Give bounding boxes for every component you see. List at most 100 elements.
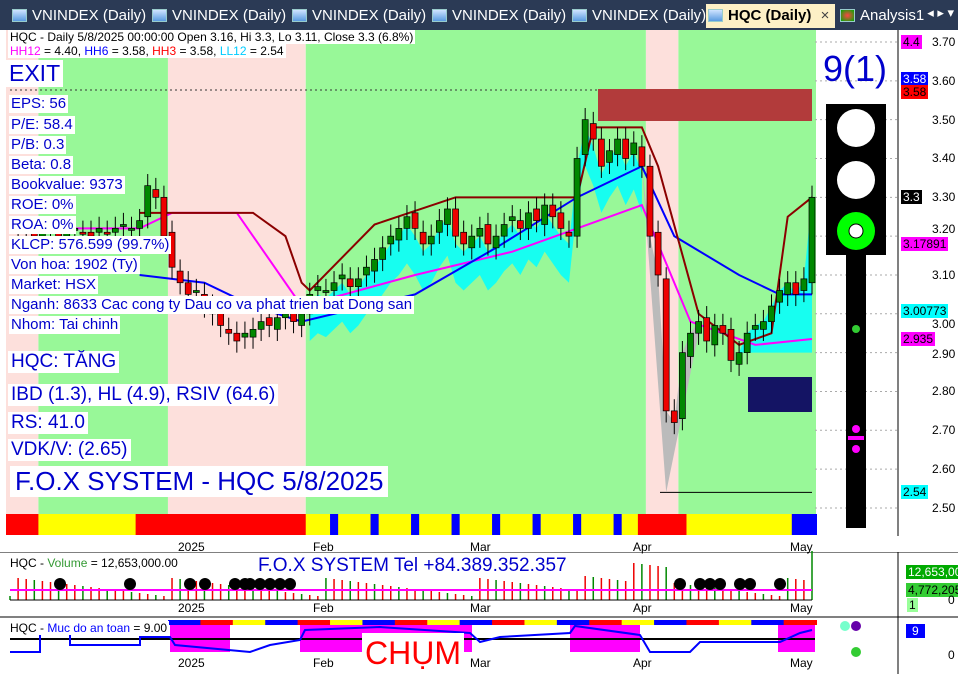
tab-5[interactable]: HQC (Daily) × [706,4,836,28]
candle-up [735,352,743,365]
candle-up [525,212,532,229]
date-label: Apr [633,601,652,615]
candle-up [711,325,719,346]
fundamental-item: P/E: 58.4 [9,116,75,134]
signal-strip-cell [127,514,137,535]
signal-strip-cell [305,514,315,535]
signal-strip-cell [524,514,534,535]
signal-strip-cell [338,514,348,535]
candle-down [646,165,654,237]
safety-strip-cell [573,620,583,625]
candle-up [508,216,516,221]
safety-strip-cell [451,620,461,625]
safety-strip-cell [176,620,186,625]
fundamental-item: Beta: 0.8 [9,156,74,174]
volume-dot [244,578,256,590]
close-tab-icon[interactable]: × [820,7,830,24]
tab-scroll-arrows-icon[interactable]: ◂ ▸ ▾ [927,5,954,20]
candle-up [760,321,767,330]
tab-4[interactable]: VNINDEX (Daily) [570,4,706,28]
resistance-zone [598,89,812,121]
date-label: 2025 [178,656,205,670]
volume-dot [124,578,136,590]
safety-strip-cell [799,620,809,625]
signal-strip-cell [694,514,704,535]
safety-strip-cell [475,620,485,625]
signal-strip-cell [176,514,186,535]
signal-strip-cell [759,514,769,535]
candle-down [460,231,468,245]
candle-up [679,352,686,420]
safety-strip-cell [775,620,785,625]
tab-2[interactable]: VNINDEX (Daily) [290,4,426,28]
ll12-label: LL12 [219,44,247,58]
safety-strip-cell [427,620,437,625]
signal-strip-cell [735,514,745,535]
system-title: F.O.X SYSTEM - HQC 5/8/2025 [10,466,389,497]
safety-strip-cell [394,620,404,625]
candle-up [573,158,581,237]
signal-strip-cell [564,514,574,535]
candle-down [233,332,241,342]
safety-strip-cell [548,620,558,625]
safety-strip-cell [362,620,372,625]
hh3-label: HH3 [152,44,177,58]
candle-down [419,231,427,245]
signal-strip-cell [200,514,210,535]
safety-strip-cell [767,620,777,625]
signal-strip-cell [240,514,250,535]
safety-ticker: HQC - [10,621,48,635]
candle-down [346,278,354,287]
tab-3[interactable]: VNINDEX (Daily) [430,4,566,28]
candle-up [444,208,451,225]
signal-strip-cell [54,514,64,535]
volume-dot [734,578,746,590]
regime-band-down [168,30,306,514]
candle-up [314,286,322,291]
safety-strip-cell [411,620,421,625]
safety-strip-cell [735,620,745,625]
candle-up [330,282,338,291]
signal-strip-cell [111,514,121,535]
signal-strip-cell [508,514,518,535]
volume-ticker: HQC - [10,556,48,570]
fundamental-item: ROE: 0% [9,196,76,214]
candle-up [128,228,135,231]
hh3-value: = 3.58, [176,44,220,58]
pole-bar [848,436,864,440]
signal-strip-cell [808,514,817,535]
safety-strip-cell [313,620,323,625]
safety-strip-cell [257,620,267,625]
hh6-value: = 3.58, [108,44,153,58]
date-label: Mar [470,656,491,670]
candle-down [589,123,597,140]
volume-one-tag: 1 [907,598,918,612]
tab-1[interactable]: VNINDEX (Daily) [150,4,286,28]
signal-strip-cell [467,514,477,535]
safety-strip-cell [402,620,412,625]
safety-strip-cell [354,620,364,625]
tab-6[interactable]: Analysis1 [838,4,924,28]
safety-zero-label: 0 [948,648,955,662]
signal-strip-cell [103,514,113,535]
signal-strip-cell [232,514,242,535]
safety-strip-cell [791,620,801,625]
candle-up [136,220,143,229]
signal-strip-cell [70,514,80,535]
chum-label: CHỤM [362,633,464,673]
tab-0[interactable]: VNINDEX (Daily) [10,4,146,28]
date-label: Feb [313,540,334,554]
contact-banner: F.O.X SYSTEM Tel +84.389.352.357 [258,555,567,576]
fundamental-item: KLCP: 576.599 (99.7%) [9,236,172,254]
candle-up [800,278,808,291]
candle-up [192,290,200,293]
price-tag: 2.54 [901,485,929,500]
volume-zero-label: 0 [948,593,955,607]
volume-dot [264,578,276,590]
safety-strip-cell [305,620,315,625]
chart-icon [432,9,447,22]
safety-strip-cell [273,620,283,625]
chart-icon [572,9,587,22]
price-tick: 2.50 [932,500,956,515]
safety-strip-cell [492,620,502,625]
